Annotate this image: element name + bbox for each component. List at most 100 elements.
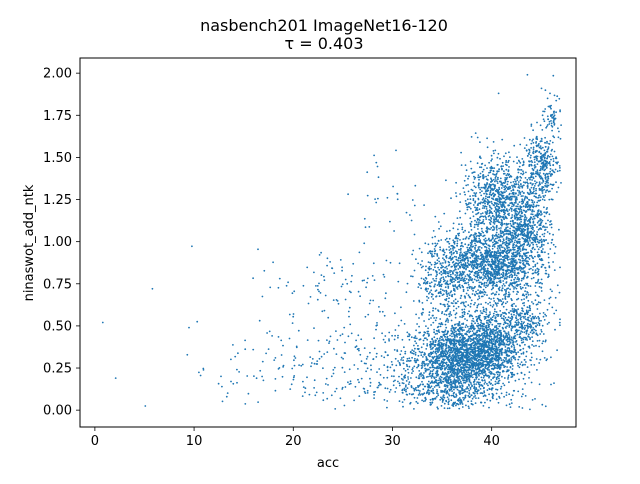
- scatter-point: [478, 378, 480, 381]
- scatter-point: [524, 290, 526, 293]
- scatter-point: [449, 355, 451, 358]
- scatter-point: [441, 397, 443, 400]
- scatter-point: [532, 236, 535, 239]
- scatter-point: [483, 183, 486, 186]
- scatter-point: [479, 384, 481, 386]
- scatter-point: [487, 263, 490, 266]
- scatter-point: [458, 348, 461, 351]
- scatter-point: [492, 283, 495, 286]
- scatter-point: [473, 274, 476, 277]
- scatter-point: [411, 349, 414, 351]
- scatter-point: [498, 227, 500, 230]
- scatter-point: [485, 364, 488, 367]
- scatter-point: [485, 213, 488, 216]
- scatter-point: [499, 368, 501, 370]
- scatter-point: [488, 260, 491, 263]
- scatter-point: [459, 249, 462, 251]
- scatter-point: [478, 297, 481, 299]
- scatter-point: [512, 191, 515, 194]
- scatter-point: [456, 242, 459, 245]
- scatter-point: [500, 187, 503, 189]
- scatter-point: [394, 357, 397, 360]
- scatter-point: [497, 264, 500, 266]
- scatter-point: [479, 310, 482, 312]
- scatter-point: [494, 189, 497, 192]
- scatter-point: [504, 344, 506, 346]
- scatter-point: [488, 344, 490, 347]
- scatter-point: [510, 357, 513, 359]
- scatter-point: [471, 367, 473, 370]
- scatter-point: [518, 356, 521, 358]
- scatter-point: [461, 342, 464, 345]
- scatter-point: [475, 315, 478, 318]
- scatter-point: [463, 355, 465, 358]
- scatter-point: [435, 262, 437, 265]
- scatter-point: [450, 381, 453, 384]
- scatter-point: [517, 194, 520, 197]
- scatter-point: [477, 322, 479, 325]
- scatter-point: [453, 240, 456, 243]
- scatter-point: [464, 364, 466, 366]
- scatter-point: [455, 307, 458, 310]
- scatter-point: [445, 376, 447, 379]
- scatter-point: [521, 249, 524, 251]
- scatter-point: [473, 278, 476, 281]
- scatter-point: [456, 217, 459, 220]
- scatter-point: [438, 363, 441, 366]
- scatter-point: [461, 326, 464, 329]
- scatter-point: [515, 267, 517, 270]
- scatter-point: [466, 361, 469, 364]
- scatter-point: [537, 228, 540, 231]
- scatter-point: [452, 300, 455, 302]
- scatter-point: [478, 202, 480, 205]
- scatter-point: [498, 197, 501, 199]
- scatter-point: [494, 310, 496, 313]
- scatter-point: [506, 338, 509, 341]
- scatter-point: [416, 397, 419, 399]
- scatter-point: [433, 285, 436, 287]
- scatter-point: [441, 356, 443, 358]
- scatter-point: [482, 219, 485, 221]
- scatter-point: [538, 254, 541, 257]
- scatter-point: [422, 343, 425, 345]
- scatter-point: [486, 187, 489, 190]
- scatter-point: [448, 237, 451, 240]
- scatter-point: [502, 165, 504, 168]
- scatter-point: [510, 255, 513, 258]
- scatter-point: [427, 271, 430, 274]
- scatter-point: [404, 350, 407, 353]
- scatter-point: [531, 226, 534, 229]
- scatter-point: [503, 211, 506, 214]
- scatter-point: [434, 307, 437, 310]
- scatter-point: [468, 279, 470, 282]
- scatter-point: [441, 345, 444, 348]
- scatter-point: [535, 214, 537, 217]
- scatter-point: [436, 356, 439, 359]
- scatter-point: [428, 268, 431, 271]
- scatter-point: [470, 371, 473, 374]
- scatter-point: [495, 398, 498, 401]
- scatter-point: [462, 264, 464, 266]
- scatter-point: [508, 151, 510, 154]
- scatter-point: [505, 257, 507, 260]
- scatter-point: [450, 302, 453, 304]
- scatter-point: [495, 218, 497, 221]
- scatter-point: [480, 271, 483, 274]
- scatter-point: [516, 205, 519, 208]
- scatter-point: [473, 396, 475, 398]
- scatter-point: [491, 267, 494, 270]
- scatter-point: [483, 323, 485, 326]
- scatter-point: [430, 281, 433, 284]
- scatter-point: [539, 235, 541, 238]
- scatter-point: [456, 286, 459, 289]
- scatter-point: [485, 218, 488, 221]
- scatter-point: [441, 343, 444, 345]
- scatter-point: [470, 220, 473, 223]
- scatter-point: [472, 266, 475, 269]
- scatter-point: [474, 294, 476, 297]
- scatter-point: [467, 184, 469, 186]
- scatter-point: [499, 215, 501, 217]
- scatter-point: [437, 355, 440, 357]
- scatter-point: [395, 387, 398, 389]
- scatter-point: [426, 344, 429, 347]
